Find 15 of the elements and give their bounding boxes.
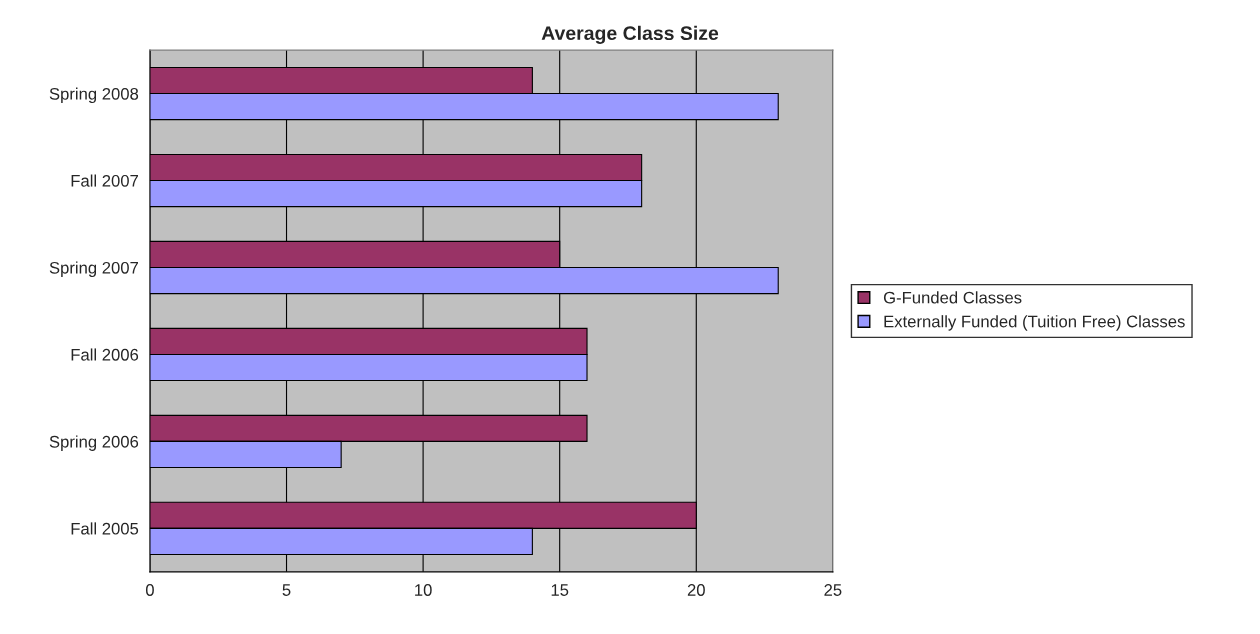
y-tick-label: Spring 2008 xyxy=(49,87,139,104)
y-tick-label: Fall 2007 xyxy=(71,174,138,187)
x-tick-label: 25 xyxy=(824,584,842,596)
legend-label: G-Funded Classes xyxy=(883,291,1022,304)
legend-label: Externally Funded (Tuition Free) Classes xyxy=(884,315,1185,331)
x-tick-label: 20 xyxy=(687,584,705,596)
y-tick-label: Spring 2006 xyxy=(49,435,139,451)
x-tick-label: 0 xyxy=(145,584,154,596)
x-tick-label: 15 xyxy=(551,584,569,596)
y-tick-label: Fall 2005 xyxy=(71,522,139,535)
chart-title: Average Class Size xyxy=(541,25,719,44)
x-tick-label: 10 xyxy=(415,584,432,596)
x-tick-label: 5 xyxy=(282,584,291,596)
y-tick-label: Spring 2007 xyxy=(49,261,138,277)
y-tick-label: Fall 2006 xyxy=(71,348,139,361)
